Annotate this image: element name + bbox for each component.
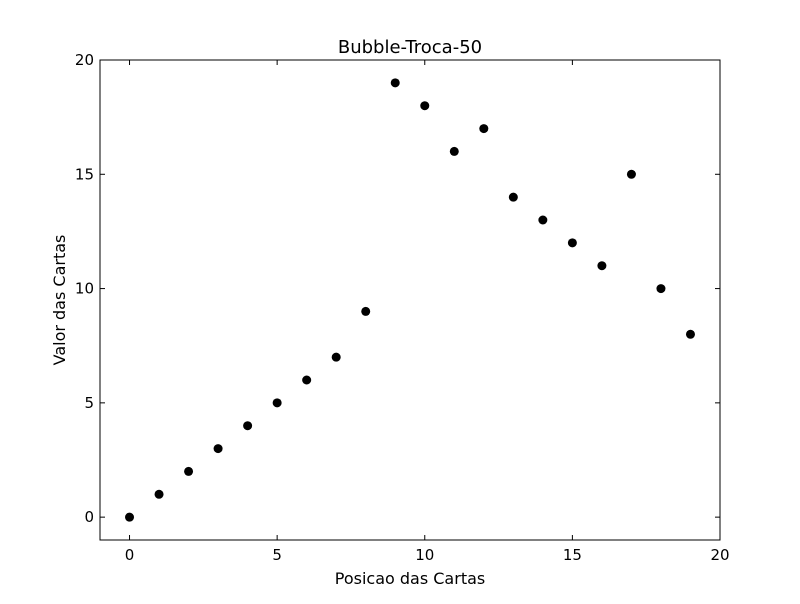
data-point <box>213 444 223 454</box>
data-point <box>272 398 282 408</box>
y-tick-label: 5 <box>84 394 94 412</box>
x-tick-label: 5 <box>272 546 282 564</box>
chart-title: Bubble-Troca-50 <box>338 37 482 58</box>
y-tick-label: 10 <box>75 280 94 298</box>
data-point <box>125 512 135 522</box>
data-point <box>449 146 459 156</box>
data-point <box>508 192 518 202</box>
data-point <box>154 489 164 499</box>
x-axis-label: Posicao das Cartas <box>335 569 485 588</box>
axis-ticks: 0 5 10 15 20 0 5 10 15 20 <box>75 51 730 564</box>
data-point <box>538 215 548 225</box>
data-point <box>243 421 253 431</box>
y-axis-label: Valor das Cartas <box>50 235 69 366</box>
data-point <box>567 238 577 248</box>
data-point <box>597 261 607 271</box>
x-tick-label: 15 <box>563 546 582 564</box>
data-points <box>125 78 695 522</box>
data-point <box>626 169 636 179</box>
x-tick-label: 0 <box>125 546 135 564</box>
data-point <box>390 78 400 88</box>
y-tick-label: 20 <box>75 51 94 69</box>
x-tick-label: 10 <box>415 546 434 564</box>
plot-frame <box>99 59 721 541</box>
data-point <box>656 284 666 294</box>
data-point <box>331 352 341 362</box>
data-point <box>302 375 312 385</box>
y-tick-label: 0 <box>84 508 94 526</box>
y-tick-label: 15 <box>75 165 94 183</box>
data-point <box>361 306 371 316</box>
data-point <box>184 466 194 476</box>
data-point <box>420 101 430 111</box>
data-point <box>685 329 695 339</box>
x-tick-label: 20 <box>710 546 729 564</box>
data-point <box>479 124 489 134</box>
